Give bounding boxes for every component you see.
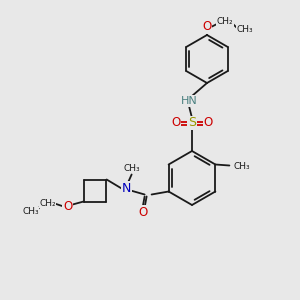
Text: CH₂: CH₂ xyxy=(217,17,233,26)
Text: CH₃: CH₃ xyxy=(237,26,253,34)
Text: CH₃: CH₃ xyxy=(123,164,140,173)
Text: HN: HN xyxy=(181,96,197,106)
Text: O: O xyxy=(202,20,211,34)
Text: N: N xyxy=(122,182,131,195)
Text: O: O xyxy=(171,116,181,130)
Text: CH₂: CH₂ xyxy=(39,199,56,208)
Text: O: O xyxy=(138,206,147,219)
Text: CH₃: CH₃ xyxy=(233,162,250,171)
Text: CH₃: CH₃ xyxy=(22,207,39,216)
Text: O: O xyxy=(63,200,72,213)
Text: S: S xyxy=(188,116,196,130)
Text: O: O xyxy=(203,116,213,130)
